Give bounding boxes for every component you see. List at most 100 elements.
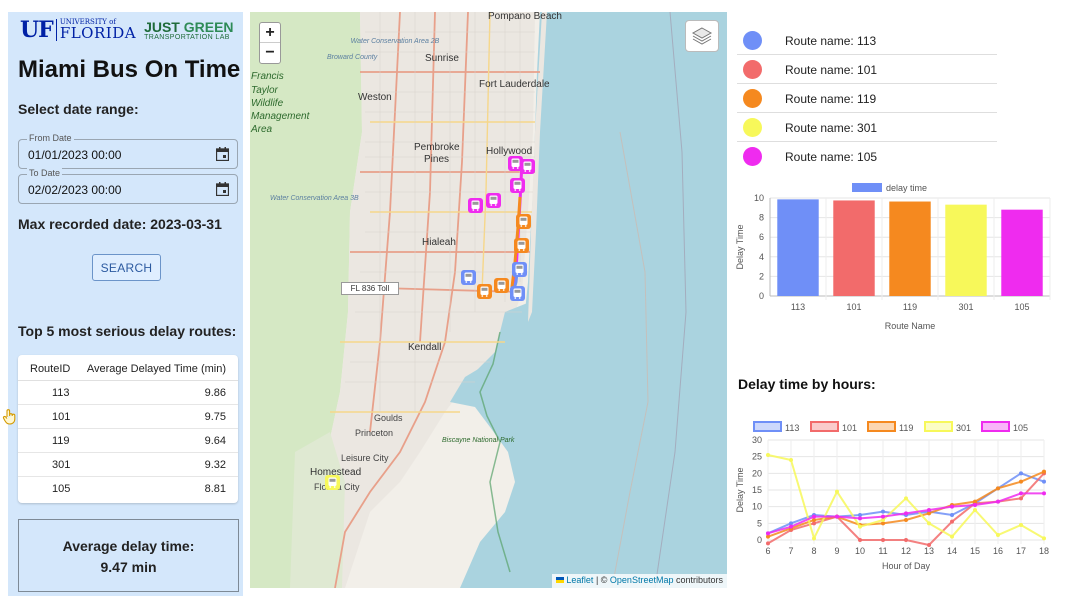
bar-xtick-label: 301 [958, 302, 973, 312]
average-delay-cell: 8.81 [204, 483, 226, 495]
map-label-wildlife: Wildlife [251, 98, 284, 109]
map-label-goulds: Goulds [374, 413, 403, 423]
average-delay-cell: 9.75 [204, 411, 226, 423]
bar [889, 201, 931, 296]
bus-marker-105[interactable] [520, 159, 535, 174]
line-legend-label: 105 [1013, 423, 1028, 433]
calendar-icon[interactable] [216, 182, 229, 196]
bus-icon [515, 264, 524, 275]
bar [833, 200, 875, 296]
bus-icon [511, 158, 520, 169]
bus-marker-119[interactable] [516, 214, 531, 229]
bar-ytick-label: 8 [759, 213, 764, 223]
page-title: Miami Bus On Time [18, 56, 241, 83]
osm-link[interactable]: OpenStreetMap [609, 575, 674, 585]
bar-legend-label: delay time [886, 183, 927, 193]
bus-marker-301[interactable] [325, 475, 340, 490]
bus-marker-105[interactable] [486, 193, 501, 208]
bar [777, 199, 819, 296]
map-label-taylor: Taylor [251, 85, 278, 96]
map-label-biscayne: Biscayne National Park [442, 437, 515, 444]
route-legend-item[interactable]: Route name: 105 [737, 142, 997, 171]
route-legend-item[interactable]: Route name: 119 [737, 84, 997, 113]
line-point [881, 514, 885, 519]
layers-button[interactable] [685, 20, 719, 52]
bus-marker-105[interactable] [510, 178, 525, 193]
line-xtick-label: 8 [811, 546, 816, 556]
line-point [1042, 469, 1046, 474]
map-base-layer[interactable] [250, 12, 727, 588]
line-point [996, 533, 1000, 537]
average-delay-cell: 9.64 [204, 435, 226, 447]
bar [945, 204, 987, 296]
table-row[interactable]: 119 9.64 [18, 429, 238, 453]
bar-legend-swatch [852, 183, 882, 192]
line-xtick-label: 15 [970, 546, 980, 556]
line-point [1042, 536, 1046, 541]
bus-marker-105[interactable] [508, 156, 523, 171]
line-legend-swatch [981, 421, 1010, 432]
line-legend-swatch [924, 421, 953, 432]
bus-icon [471, 200, 480, 211]
delay-bar-chart: delay time 0 2 4 6 8 10 113 101 119 301 105 Route Na… [735, 183, 1051, 331]
route-legend-item[interactable]: Route name: 113 [737, 26, 997, 55]
map-label-management: Management [251, 111, 310, 122]
bus-marker-113[interactable] [512, 262, 527, 277]
route-map[interactable]: Pompano Beach Water Conservation Area 2B… [250, 12, 727, 588]
uf-logo-big: FLORIDA [59, 24, 137, 42]
uf-logo-small: UNIVERSITY of [59, 18, 116, 26]
table-row[interactable]: 301 9.32 [18, 453, 238, 477]
line-point [766, 541, 770, 546]
route-legend-item[interactable]: Route name: 301 [737, 113, 997, 142]
bus-marker-113[interactable] [461, 270, 476, 285]
search-button[interactable]: SEARCH [92, 254, 161, 281]
line-point [904, 496, 908, 501]
zoom-out-button[interactable]: − [265, 44, 275, 61]
table-row[interactable]: 113 9.86 [18, 381, 238, 405]
line-point [766, 531, 770, 536]
line-point [766, 534, 770, 539]
to-date-field[interactable]: To Date 02/02/2023 00:00 [18, 168, 238, 204]
line-point [927, 543, 931, 547]
map-label-hialeah: Hialeah [422, 237, 456, 248]
line-point [858, 513, 862, 517]
leaflet-link[interactable]: Leaflet [566, 575, 594, 585]
average-delay-value: 9.47 min [100, 559, 157, 575]
bus-icon [328, 477, 337, 488]
line-point [1042, 479, 1046, 484]
map-label-fort-lauderdale: Fort Lauderdale [479, 79, 550, 90]
uf-logo: UF UNIVERSITY of FLORIDA [20, 17, 136, 43]
from-date-value[interactable]: 01/01/2023 00:00 [28, 148, 122, 162]
calendar-icon[interactable] [216, 147, 229, 161]
zoom-in-button[interactable]: + [260, 23, 280, 43]
lab-logo-just: JUST [144, 18, 180, 35]
attribution-separator: | © [593, 575, 610, 585]
line-xtick-label: 13 [924, 546, 934, 556]
bus-marker-105[interactable] [468, 198, 483, 213]
to-date-value[interactable]: 02/02/2023 00:00 [28, 183, 122, 197]
route-id-cell: 101 [52, 411, 71, 423]
line-point [1019, 523, 1023, 527]
date-range-label: Select date range: [18, 101, 139, 117]
column-header-average: Average Delayed Time (min) [86, 363, 226, 375]
line-point [858, 524, 862, 529]
route-id-cell: 301 [52, 459, 71, 471]
line-point [950, 513, 954, 517]
table-row[interactable]: 101 9.75 [18, 405, 238, 429]
uf-logo-mark: UF [20, 17, 54, 43]
table-row[interactable]: 105 8.81 [18, 477, 238, 501]
bus-marker-119[interactable] [477, 284, 492, 299]
from-date-field[interactable]: From Date 01/01/2023 00:00 [18, 133, 238, 169]
line-ytick-label: 20 [752, 468, 762, 478]
bus-marker-119[interactable] [494, 278, 509, 293]
line-point [1019, 471, 1023, 476]
bus-marker-119[interactable] [514, 238, 529, 253]
line-ytick-label: 5 [757, 518, 762, 528]
bar-xtick-label: 113 [791, 302, 805, 312]
line-point [789, 524, 793, 529]
line-point [973, 503, 977, 507]
attribution-contributors: contributors [673, 575, 723, 585]
bus-marker-113[interactable] [510, 286, 525, 301]
line-point [858, 516, 862, 521]
route-legend-item[interactable]: Route name: 101 [737, 55, 997, 84]
